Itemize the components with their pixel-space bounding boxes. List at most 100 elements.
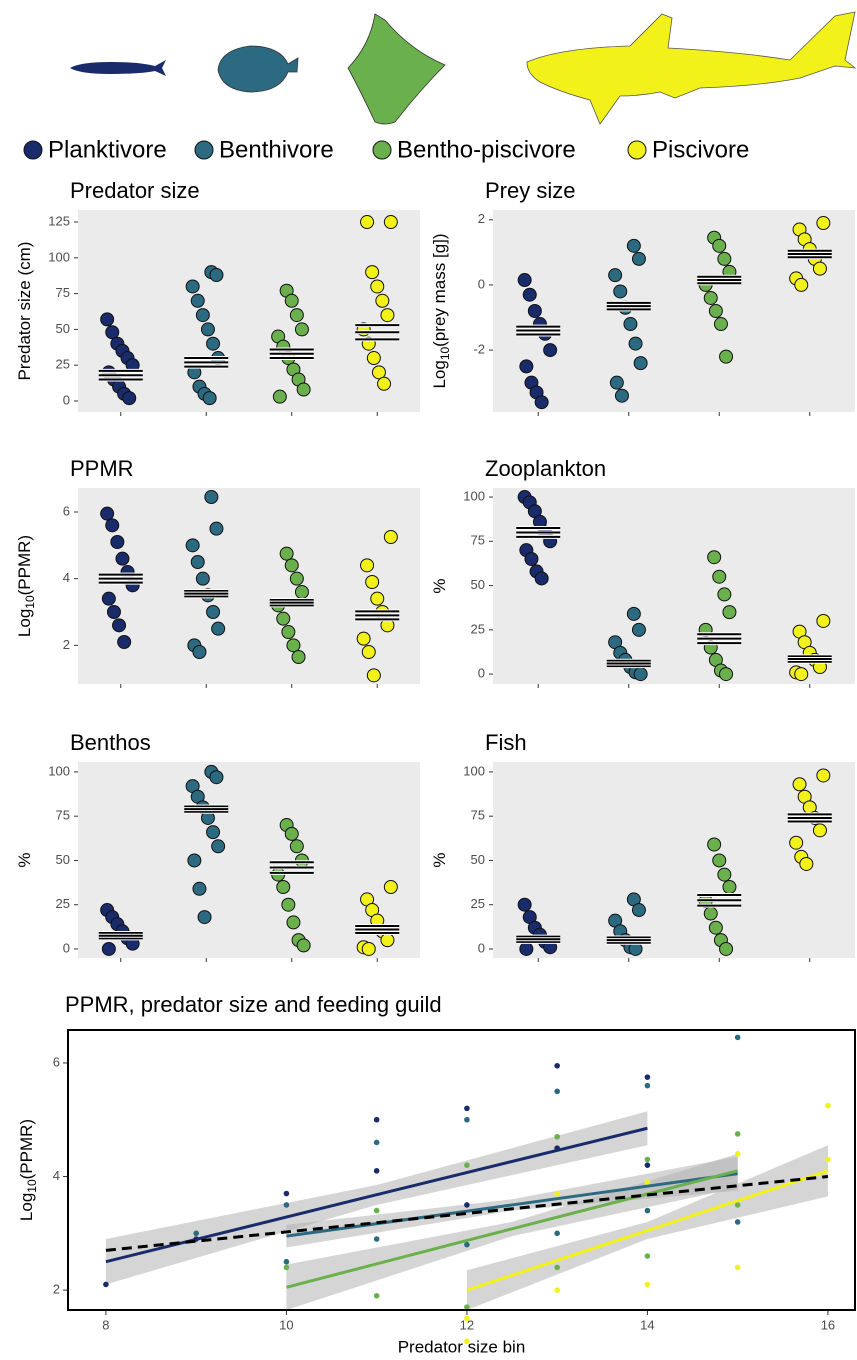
planktivore-silhouette <box>70 60 166 76</box>
y-tick-label: 50 <box>56 852 70 867</box>
point <box>117 635 132 649</box>
point <box>554 1062 560 1069</box>
point <box>122 391 137 406</box>
y-tick-label: 50 <box>471 852 485 867</box>
y-tick-label: 100 <box>48 763 70 778</box>
y-axis-label: Predator size (cm) <box>15 242 34 381</box>
y-axis-label: % <box>430 852 449 867</box>
legend-label: Piscivore <box>652 136 749 163</box>
y-axis-label-rest: (PPMR) <box>17 1119 36 1179</box>
point <box>543 343 558 358</box>
point <box>519 941 534 956</box>
point <box>284 826 299 841</box>
point <box>554 1190 560 1197</box>
point <box>100 312 115 327</box>
point <box>211 621 226 636</box>
point <box>283 1258 290 1265</box>
point <box>373 1293 380 1299</box>
point <box>101 941 116 956</box>
y-tick-label: 100 <box>48 249 70 264</box>
point <box>614 388 629 403</box>
point <box>703 290 718 305</box>
point <box>360 215 375 230</box>
point <box>365 265 380 280</box>
point <box>719 667 734 682</box>
point <box>613 284 628 299</box>
point <box>286 638 301 653</box>
point <box>185 279 200 294</box>
point <box>464 1105 470 1112</box>
point <box>361 941 376 956</box>
x-tick-label: 16 <box>821 1317 835 1332</box>
point <box>554 1287 560 1293</box>
point <box>464 1304 470 1310</box>
point <box>626 606 641 621</box>
point <box>206 336 221 351</box>
point <box>283 1264 290 1271</box>
point <box>794 277 809 292</box>
point <box>609 375 624 390</box>
point <box>554 1088 560 1095</box>
point <box>825 1156 831 1163</box>
point <box>294 585 309 599</box>
y-tick-label: 75 <box>471 808 485 823</box>
legend-swatch <box>372 140 392 160</box>
y-axis-label-text: Predator size (cm) <box>15 242 34 381</box>
confidence-band <box>105 1111 648 1285</box>
point <box>383 880 398 895</box>
panel-title: Fish <box>485 730 527 755</box>
point <box>375 293 390 308</box>
bentho-piscivore-silhouette <box>347 13 446 125</box>
point <box>816 768 831 783</box>
point <box>206 605 221 619</box>
confidence-band <box>286 1156 738 1248</box>
benthivore-silhouette <box>217 45 299 93</box>
point <box>383 215 398 230</box>
y-tick-label: 0 <box>478 666 485 681</box>
y-tick-label: 50 <box>56 321 70 336</box>
y-axis-label: Log10(PPMR) <box>17 1119 39 1221</box>
point <box>209 267 224 282</box>
point <box>276 611 291 626</box>
point <box>464 1202 470 1208</box>
y-axis-label-text: Log <box>17 1193 36 1221</box>
point <box>195 308 210 323</box>
point <box>284 293 299 308</box>
point <box>644 1156 651 1163</box>
point <box>209 521 224 536</box>
x-tick-label: 10 <box>279 1317 293 1332</box>
point <box>464 1241 470 1248</box>
panel-background <box>493 210 855 412</box>
point <box>377 376 392 391</box>
point <box>289 839 304 854</box>
point <box>365 575 380 589</box>
x-tick-label: 8 <box>102 1317 109 1332</box>
y-tick-label: 25 <box>471 621 485 636</box>
point <box>816 216 831 231</box>
point <box>631 622 646 637</box>
y-axis-label-sub: 10 <box>25 1179 39 1193</box>
point <box>712 238 727 253</box>
point <box>366 668 381 683</box>
y-tick-label: 0 <box>63 392 70 407</box>
point <box>185 538 200 553</box>
point <box>722 880 737 895</box>
point <box>100 506 115 521</box>
point <box>187 853 202 868</box>
x-tick-label: 12 <box>460 1317 474 1332</box>
y-tick-label: 2 <box>478 211 485 226</box>
y-axis-label: Log10(prey mass [g]) <box>430 233 452 388</box>
point <box>644 1082 651 1089</box>
point <box>554 1133 560 1140</box>
point <box>623 317 638 332</box>
point <box>464 1162 470 1168</box>
point <box>717 867 732 882</box>
point <box>522 287 537 302</box>
legend-swatch <box>23 140 43 160</box>
point <box>373 1168 380 1174</box>
piscivore-silhouette <box>526 11 857 125</box>
point <box>792 777 807 792</box>
point <box>296 938 311 953</box>
point <box>283 1190 290 1197</box>
point <box>380 308 395 323</box>
